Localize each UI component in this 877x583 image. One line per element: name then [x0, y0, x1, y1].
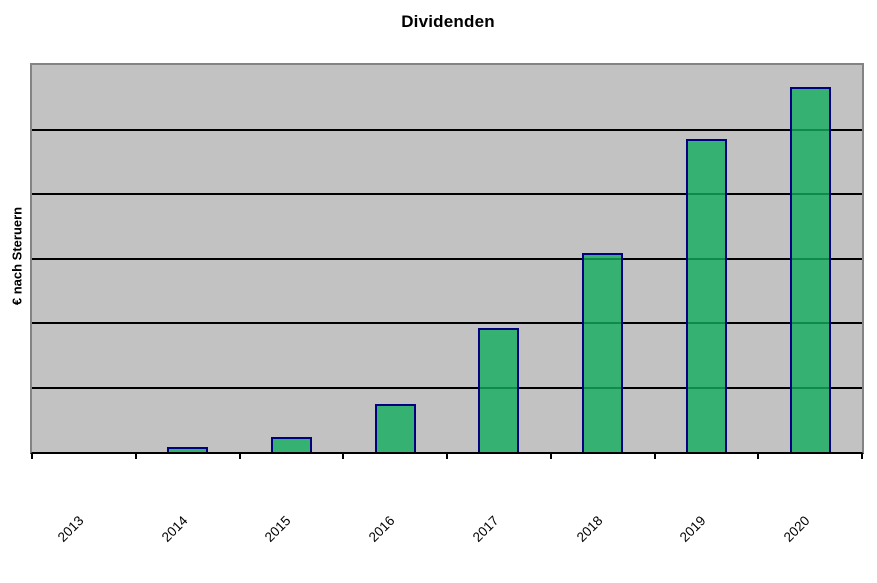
bar-2016 — [374, 404, 416, 452]
x-axis-tick — [446, 454, 448, 459]
bar-2015 — [270, 437, 312, 452]
x-axis-tick — [757, 454, 760, 459]
x-axis-tick — [861, 454, 863, 459]
gridline — [32, 193, 862, 195]
gridline — [32, 129, 862, 131]
x-tick-label-2015: 2015 — [262, 513, 294, 545]
x-tick-label-2017: 2017 — [469, 513, 502, 545]
bar-2019 — [685, 139, 727, 452]
x-tick-label-2020: 2020 — [780, 513, 813, 545]
x-axis-tick — [238, 454, 241, 459]
x-tick-label-2013: 2013 — [54, 513, 87, 545]
bar-2014 — [167, 447, 209, 452]
bar-2020 — [789, 87, 831, 452]
x-tick-label-2019: 2019 — [677, 513, 709, 545]
gridline — [32, 387, 862, 389]
x-axis-tick — [31, 454, 33, 459]
gridline — [32, 258, 862, 260]
gridline — [32, 322, 862, 324]
x-axis-tick — [134, 454, 137, 459]
bar-2017 — [478, 328, 520, 452]
x-tick-label-2016: 2016 — [365, 513, 398, 545]
y-axis-label: € nach Steruern — [9, 206, 25, 306]
plot-area — [30, 63, 864, 454]
x-axis-tick — [549, 454, 552, 459]
x-tick-label-2014: 2014 — [158, 513, 191, 545]
x-axis-tick — [653, 454, 656, 459]
x-tick-label-2018: 2018 — [573, 513, 606, 545]
chart-title: Dividenden — [401, 12, 495, 31]
bar-2018 — [582, 253, 624, 452]
x-axis-tick — [342, 454, 345, 459]
